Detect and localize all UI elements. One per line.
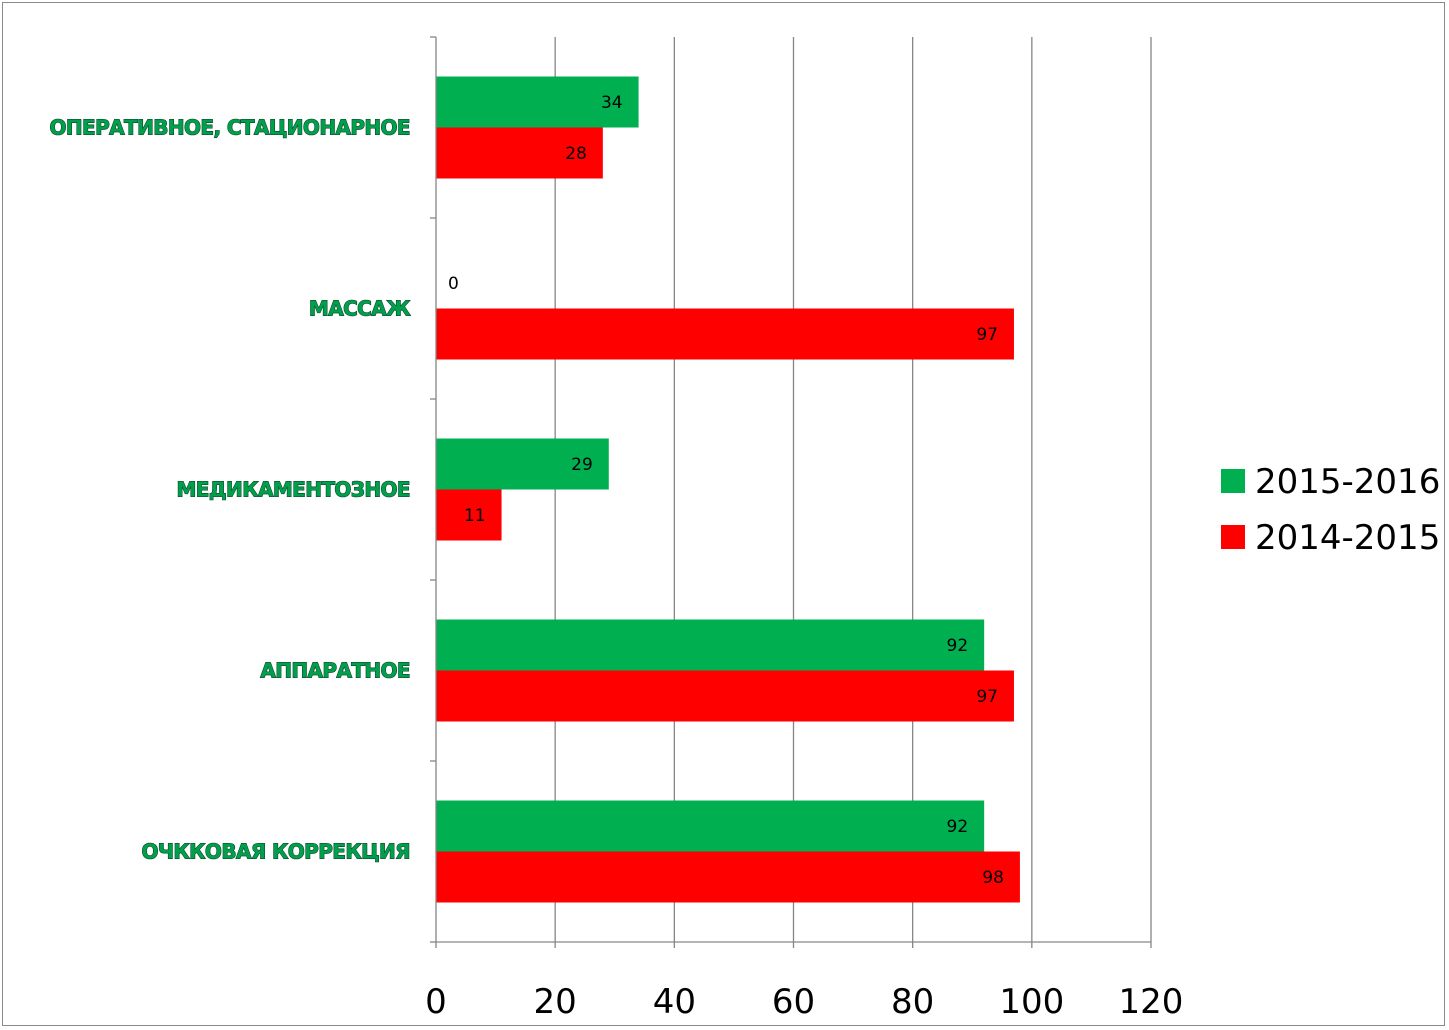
legend-label: 2014-2015 [1255,518,1440,558]
bar-series1 [436,800,985,852]
x-tick-label: 60 [772,982,815,1022]
bar-series2 [436,127,603,179]
x-tick-label: 20 [534,982,577,1022]
category-label: МЕДИКАМЕНТОЗНОЕ [176,478,410,502]
x-tick-label: 100 [999,982,1064,1022]
bar-series1 [436,76,639,128]
bar-chart: 0 20 40 60 80 100 120 ОПЕРАТИВНОЕ, СТАЦИОНАРНОЕ… [49,36,1440,1022]
gridlines [554,37,1152,942]
data-label: 34 [601,93,623,113]
legend: 2015-2016 2014-2015 [1221,462,1440,558]
data-label: 11 [464,506,486,526]
data-label: 29 [571,455,593,475]
bar-series2 [436,670,1014,722]
bar-series1 [436,438,609,490]
category-label: ОЧККОВАЯ КОРРЕКЦИЯ [141,840,410,864]
category-label: МАССАЖ [309,297,411,321]
data-label: 97 [976,687,998,707]
x-tick-label: 40 [653,982,696,1022]
bar-series2 [436,851,1020,903]
legend-swatch [1221,525,1245,549]
data-label: 98 [982,868,1004,888]
bar-series2 [436,489,502,541]
bar-series1 [436,619,985,671]
category-label: ОПЕРАТИВНОЕ, СТАЦИОНАРНОЕ [50,116,411,140]
legend-label: 2015-2016 [1255,462,1440,502]
data-label: 0 [448,274,459,294]
x-tick-label: 80 [891,982,934,1022]
data-label: 92 [947,817,969,837]
bars [436,76,1020,903]
legend-swatch [1221,469,1245,493]
bar-series2 [436,308,1014,360]
x-tick-label: 0 [425,982,447,1022]
data-label: 97 [976,325,998,345]
data-label: 28 [565,144,587,164]
axes [430,36,1152,948]
category-label: АППАРАТНОЕ [260,659,410,683]
x-tick-label: 120 [1119,982,1184,1022]
data-label: 92 [947,636,969,656]
labels: 0 20 40 60 80 100 120 ОПЕРАТИВНОЕ, СТАЦИОНАРНОЕ… [49,93,1184,1022]
